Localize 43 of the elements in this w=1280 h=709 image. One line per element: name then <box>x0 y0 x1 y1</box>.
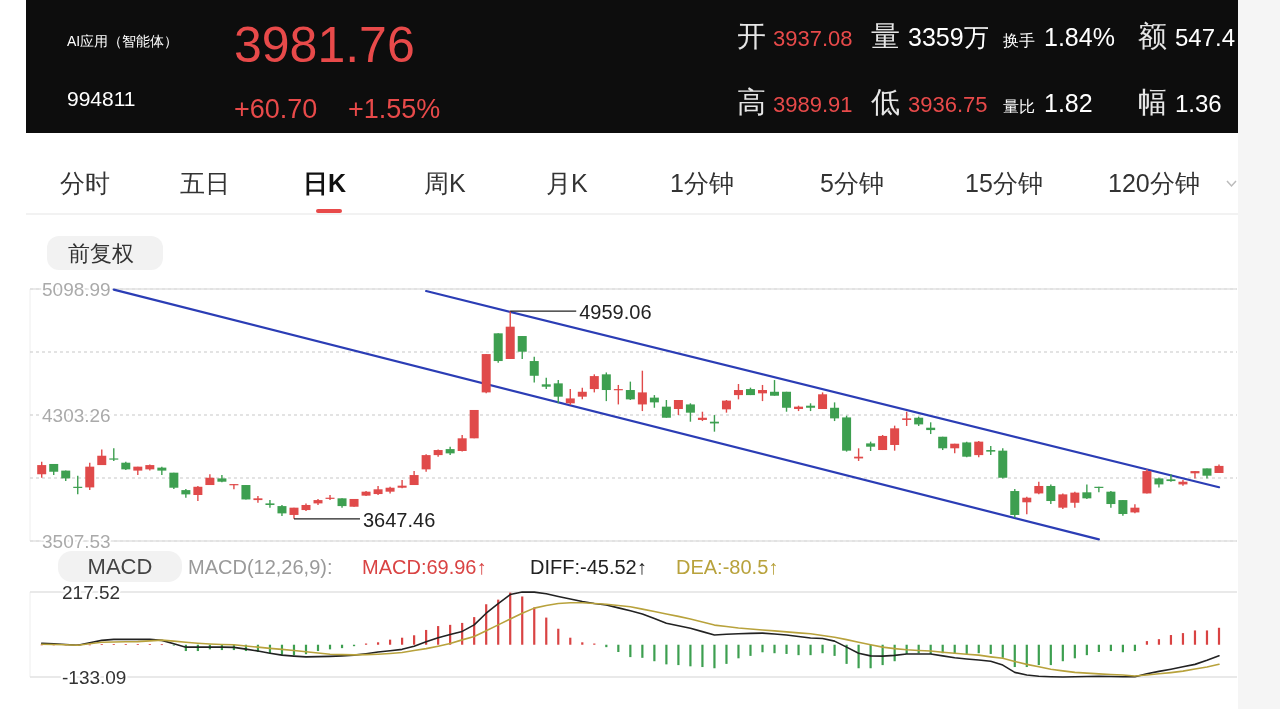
text: 3359万 <box>908 23 989 51</box>
annotation: 4959.06 <box>579 301 652 324</box>
text: 547.4 <box>1175 24 1236 51</box>
y-tick-label: 3507.53 <box>42 530 111 552</box>
text: 3937.08 <box>773 26 853 51</box>
series-label: MACD:69.96↑ <box>362 556 487 578</box>
text: 15分钟 <box>965 169 1043 197</box>
y-tick-label: 217.52 <box>62 581 121 603</box>
text: 日K <box>303 169 347 197</box>
text: 高 <box>737 86 766 118</box>
text: 5分钟 <box>820 169 884 197</box>
legend-title: MACD(12,26,9): <box>188 556 333 578</box>
text: 量比 <box>1003 98 1035 115</box>
series-label: DEA:-80.5↑ <box>676 556 779 578</box>
text: 1.84% <box>1044 23 1115 51</box>
text: 幅 <box>1138 86 1167 118</box>
y-tick-label: 4303.26 <box>42 404 111 426</box>
text: 开 <box>737 20 766 52</box>
text: 1.82 <box>1044 89 1093 117</box>
text: 前复权 <box>68 241 134 266</box>
text: 分时 <box>60 169 110 197</box>
y-tick-label: -133.09 <box>62 666 127 688</box>
text: 3989.91 <box>773 92 853 117</box>
series-label: DIFF:-45.52↑ <box>530 556 647 578</box>
text: 量 <box>871 20 900 52</box>
text: 换手 <box>1003 32 1035 49</box>
text: 3936.75 <box>908 92 988 117</box>
chart-title: MACD <box>87 554 153 579</box>
text: 120分钟 <box>1108 169 1200 197</box>
text: 低 <box>871 86 900 118</box>
annotation: 3647.46 <box>362 508 436 531</box>
text: 额 <box>1138 20 1167 52</box>
text: 月K <box>546 169 588 197</box>
text: +1.55% <box>348 94 441 124</box>
text: 五日 <box>180 169 230 197</box>
text: AI应用（智能体） <box>67 33 179 49</box>
text: +60.70 <box>234 94 318 124</box>
text: 1分钟 <box>670 169 734 197</box>
text: 1.36 <box>1175 90 1222 117</box>
text: 994811 <box>67 87 136 110</box>
text: 3981.76 <box>234 17 415 73</box>
text: 周K <box>424 169 466 197</box>
y-tick-label: 5098.99 <box>42 278 111 300</box>
